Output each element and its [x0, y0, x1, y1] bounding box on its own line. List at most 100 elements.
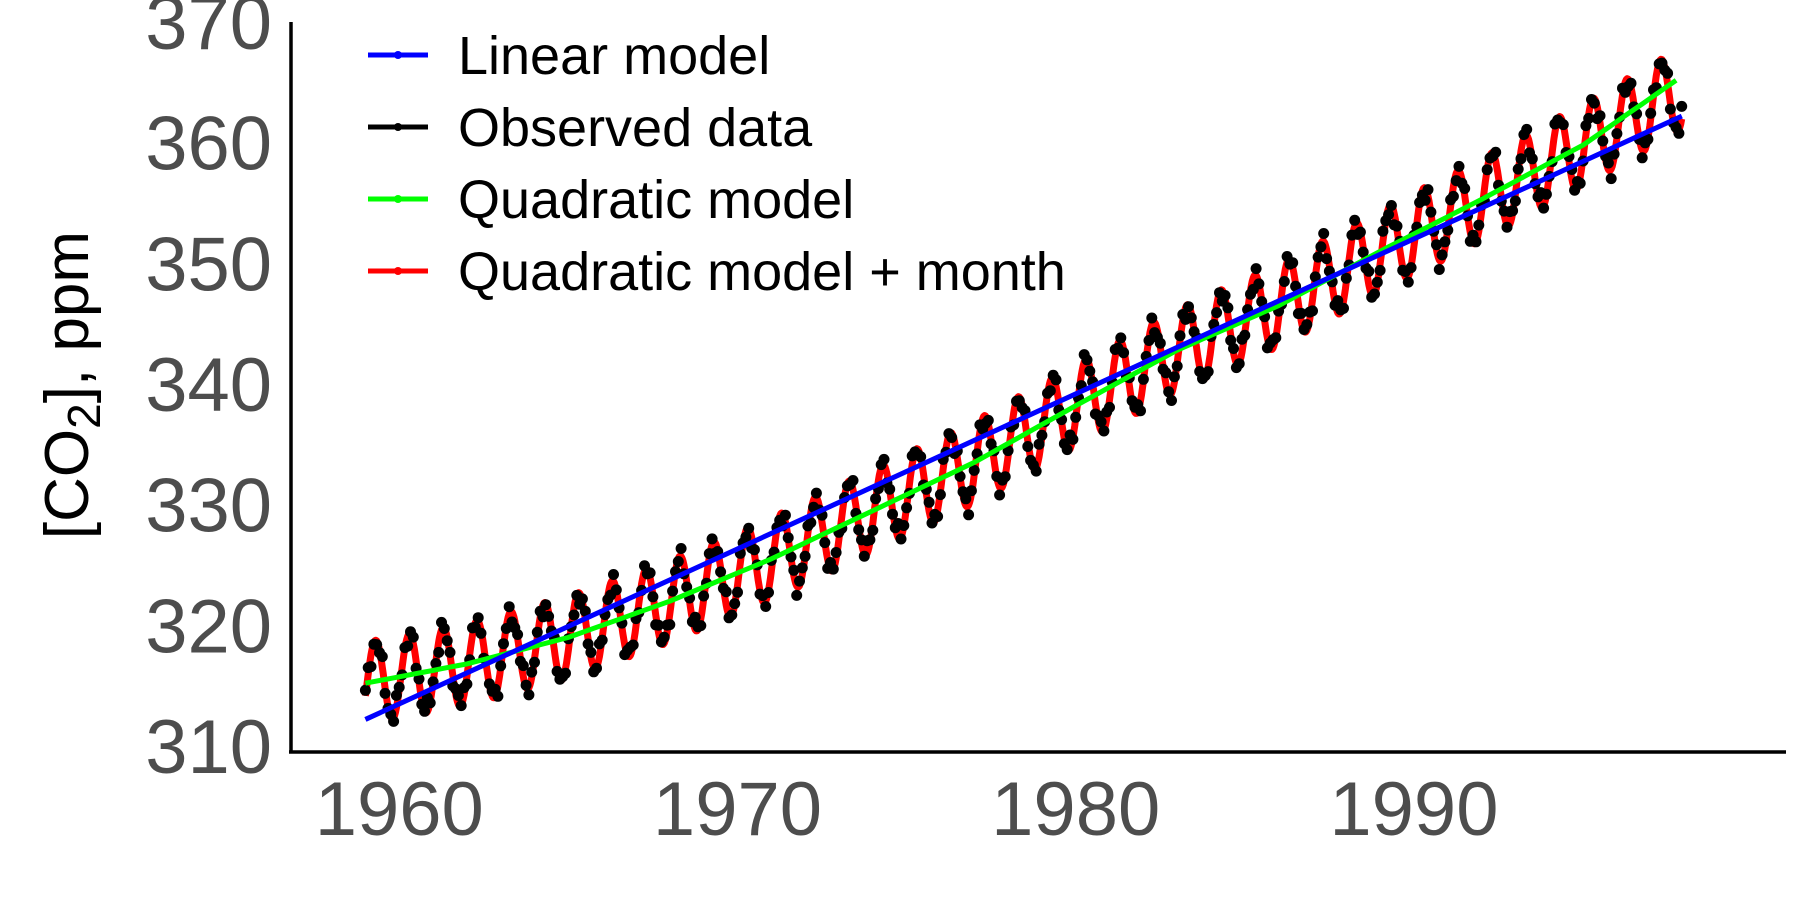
series-layer: [359, 55, 1688, 727]
observed-point: [1081, 354, 1093, 366]
observed-point: [627, 639, 639, 651]
observed-point: [1309, 271, 1321, 283]
observed-point: [1250, 263, 1262, 275]
observed-point: [1662, 67, 1674, 79]
observed-point: [1405, 262, 1417, 274]
observed-point: [1574, 177, 1586, 189]
observed-point: [782, 532, 794, 544]
observed-point: [1507, 205, 1519, 217]
observed-point: [610, 584, 622, 596]
observed-point: [1377, 225, 1389, 237]
observed-point: [1183, 301, 1194, 313]
observed-point: [1270, 332, 1282, 344]
observed-point: [576, 593, 588, 605]
observed-point: [878, 453, 890, 465]
observed-point: [1481, 164, 1493, 176]
observed-point: [1202, 366, 1214, 378]
observed-point: [1676, 100, 1688, 112]
observed-point: [720, 586, 732, 598]
y-tick-label: 330: [145, 464, 272, 549]
observed-point: [1470, 236, 1482, 248]
observed-point: [1044, 385, 1056, 397]
observed-point: [523, 689, 535, 701]
observed-point: [1340, 272, 1352, 284]
observed-point: [413, 673, 425, 685]
observed-point: [819, 537, 831, 549]
observed-point: [982, 414, 994, 426]
observed-point: [1104, 401, 1115, 413]
observed-point: [923, 496, 935, 508]
observed-point: [706, 533, 718, 545]
observed-point: [1490, 146, 1502, 158]
y-tick-label: 360: [145, 102, 272, 187]
observed-point: [1154, 337, 1166, 349]
observed-point: [695, 620, 707, 632]
observed-point: [681, 581, 693, 593]
observed-point: [672, 556, 684, 567]
observed-point: [1605, 173, 1617, 185]
observed-point: [1538, 202, 1550, 214]
observed-point: [960, 493, 972, 505]
observed-point: [1239, 329, 1251, 341]
legend-item: Quadratic model: [368, 170, 854, 230]
legend-swatch-dot: [394, 267, 402, 275]
observed-point: [675, 543, 687, 554]
observed-point: [729, 598, 741, 610]
observed-point: [1278, 276, 1290, 287]
observed-point: [1301, 319, 1313, 331]
observed-point: [1645, 107, 1657, 119]
observed-point: [455, 700, 467, 712]
observed-point: [1233, 358, 1245, 370]
observed-point: [543, 610, 555, 622]
observed-point: [1363, 265, 1375, 277]
observed-point: [805, 517, 817, 529]
observed-point: [526, 666, 538, 678]
legend-swatch-dot: [394, 195, 402, 203]
observed-point: [887, 508, 898, 520]
observed-point: [1137, 373, 1149, 385]
observed-point: [1050, 374, 1062, 386]
x-tick-label: 1970: [653, 767, 822, 852]
observed-point: [1067, 433, 1079, 445]
observed-point: [438, 623, 450, 634]
observed-point: [402, 640, 414, 652]
observed-point: [540, 599, 552, 611]
observed-point: [1385, 200, 1397, 211]
observed-point: [1211, 307, 1223, 319]
observed-point: [870, 493, 882, 505]
observed-point: [582, 638, 594, 650]
observed-point: [779, 509, 791, 521]
observed-point: [1143, 335, 1155, 346]
observed-point: [1318, 228, 1330, 239]
observed-point: [1402, 276, 1414, 288]
observed-point: [1256, 296, 1268, 308]
observed-point: [647, 591, 659, 603]
observed-point: [568, 609, 580, 621]
observed-point: [433, 646, 445, 658]
observed-point: [591, 662, 602, 674]
y-tick-label: 320: [145, 584, 272, 669]
observed-point: [867, 524, 879, 536]
observed-point: [1664, 103, 1676, 115]
observed-point: [1070, 411, 1082, 423]
legend-label: Quadratic model: [458, 170, 854, 230]
observed-point: [1168, 371, 1180, 383]
legend-item: Observed data: [368, 98, 813, 158]
observed-point: [726, 609, 738, 621]
observed-point: [901, 502, 913, 514]
observed-point: [1625, 77, 1637, 89]
legend-label: Linear model: [458, 26, 770, 86]
observed-point: [1185, 312, 1197, 324]
observed-point: [853, 524, 865, 536]
observed-point: [1354, 226, 1366, 238]
observed-point: [999, 471, 1011, 483]
observed-point: [653, 619, 664, 631]
y-tick-label: 370: [145, 0, 272, 66]
observed-point: [472, 612, 484, 624]
observed-point: [1084, 365, 1096, 377]
observed-point: [658, 631, 670, 643]
x-ticks: 1960 1970 1980 1990: [315, 767, 1499, 852]
observed-point: [1115, 332, 1127, 344]
observed-point: [994, 489, 1006, 501]
